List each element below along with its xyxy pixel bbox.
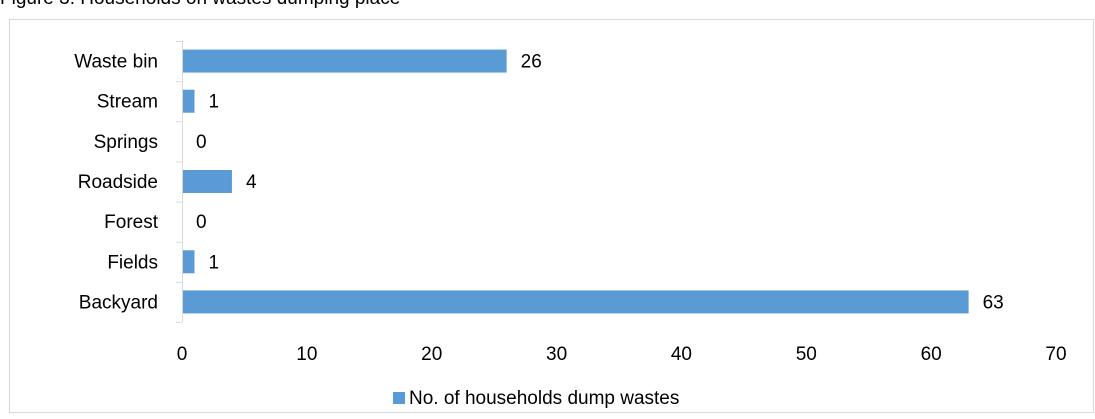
data-label-roadside: 4 <box>246 172 257 193</box>
x-tick-label-20: 20 <box>421 344 442 365</box>
x-tick-label-60: 60 <box>921 344 942 365</box>
data-label-forest: 0 <box>196 212 207 233</box>
legend-label: No. of households dump wastes <box>409 388 679 409</box>
data-label-springs: 0 <box>196 132 207 153</box>
x-tick-label-40: 40 <box>671 344 692 365</box>
x-tick-label-10: 10 <box>296 344 317 365</box>
category-label-forest: Forest <box>104 212 159 233</box>
legend: No. of households dump wastes <box>393 388 679 409</box>
bar-fields <box>183 250 195 274</box>
category-label-roadside: Roadside <box>78 172 158 193</box>
x-tick-label-50: 50 <box>796 344 817 365</box>
data-label-stream: 1 <box>208 92 219 113</box>
bar-backyard <box>183 290 969 314</box>
category-label-backyard: Backyard <box>79 292 158 313</box>
bar-stream <box>183 89 195 113</box>
category-label-waste-bin: Waste bin <box>74 52 158 73</box>
x-tick-label-0: 0 <box>177 344 188 365</box>
data-label-backyard: 63 <box>983 292 1004 313</box>
data-label-waste-bin: 26 <box>521 52 542 73</box>
legend-swatch <box>393 392 405 404</box>
category-label-stream: Stream <box>97 92 158 113</box>
data-label-fields: 1 <box>208 252 219 273</box>
x-tick-label-30: 30 <box>546 344 567 365</box>
category-label-springs: Springs <box>94 132 158 153</box>
axes-group: Waste bin Stream Springs Roadside Forest Fiel… <box>74 41 1067 365</box>
bar-roadside <box>183 170 232 193</box>
bar-waste-bin <box>183 49 507 73</box>
x-tick-label-70: 70 <box>1045 344 1066 365</box>
chart-border <box>9 19 1094 413</box>
category-label-fields: Fields <box>107 252 158 273</box>
chart-title: Figure 3. Households on wastes dumping p… <box>0 0 400 9</box>
